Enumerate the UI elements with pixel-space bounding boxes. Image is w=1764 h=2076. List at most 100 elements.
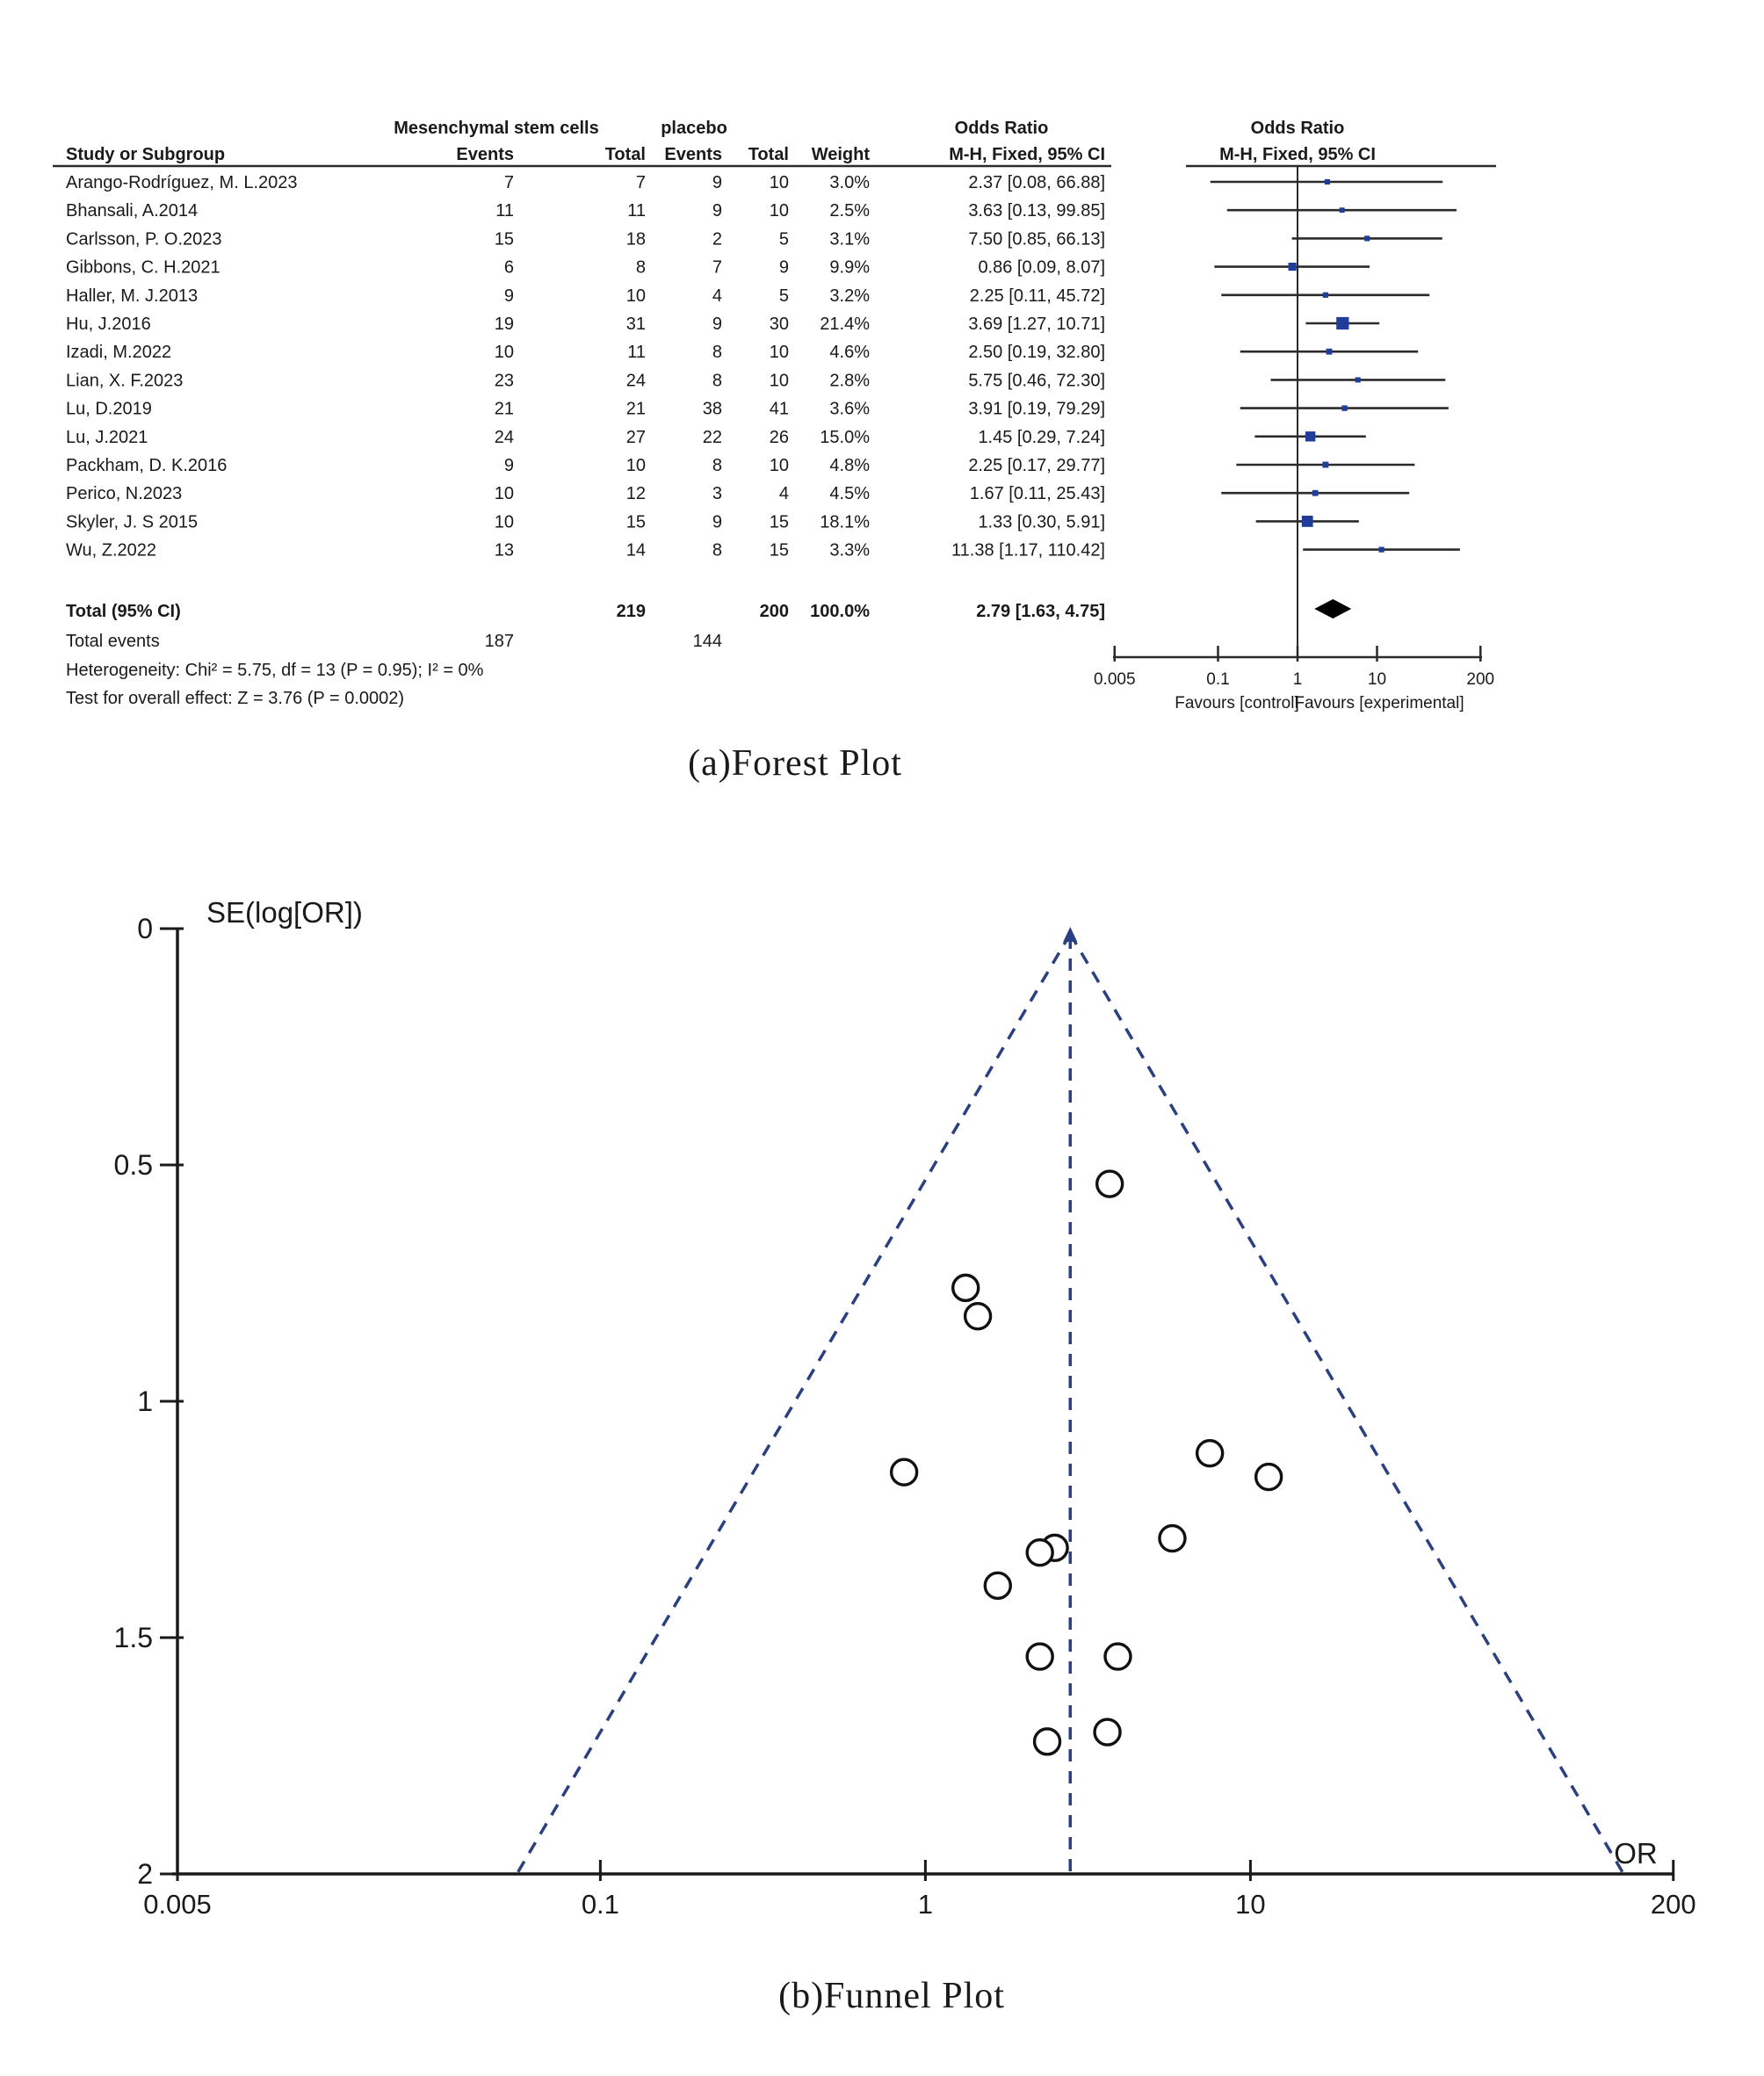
total-msc: 219	[617, 602, 646, 621]
study-total-placebo: 4	[779, 484, 789, 503]
effect-square	[1312, 489, 1319, 496]
study-events-msc: 23	[495, 371, 514, 390]
total-events-label: Total events	[66, 632, 160, 651]
funnel-point	[889, 1458, 919, 1486]
group2-header: placebo	[661, 119, 727, 138]
study-name: Hu, J.2016	[66, 315, 151, 334]
study-total-msc: 8	[636, 258, 646, 278]
effect-square	[1305, 431, 1316, 442]
funnel-point	[1195, 1438, 1225, 1468]
study-total-msc: 10	[626, 286, 646, 306]
study-events-placebo: 2	[712, 229, 722, 249]
effect-square	[1322, 292, 1328, 298]
study-total-placebo: 41	[770, 400, 789, 419]
funnel-x-tick-label: 0.005	[143, 1889, 212, 1920]
study-events-msc: 9	[504, 286, 514, 306]
study-total-msc: 12	[626, 484, 646, 503]
total2-column-header: Total	[748, 145, 789, 164]
study-or-ci: 0.86 [0.09, 8.07]	[978, 258, 1105, 278]
study-events-msc: 19	[495, 315, 514, 334]
or-ci-column-header: M-H, Fixed, 95% CI	[949, 145, 1105, 164]
study-events-msc: 21	[495, 400, 514, 419]
study-weight: 9.9%	[829, 258, 870, 278]
funnel-y-tick-label: 0.5	[114, 1149, 153, 1181]
study-weight: 3.2%	[829, 286, 870, 306]
study-or-ci: 5.75 [0.46, 72.30]	[968, 371, 1105, 390]
study-events-placebo: 8	[712, 456, 722, 475]
events1-column-header: Events	[456, 145, 514, 164]
study-total-placebo: 10	[770, 456, 789, 475]
forest-plot: Mesenchymal stem cells placebo Odds Ratio O…	[53, 119, 1496, 712]
funnel-point	[1025, 1642, 1054, 1671]
study-events-placebo: 7	[712, 258, 722, 278]
study-total-msc: 7	[636, 173, 646, 192]
study-events-msc: 6	[504, 258, 514, 278]
study-events-placebo: 8	[712, 371, 722, 390]
total-placebo: 200	[760, 602, 789, 621]
study-total-placebo: 10	[770, 201, 789, 221]
study-total-msc: 18	[626, 229, 646, 249]
study-weight: 4.8%	[829, 456, 870, 475]
effect-square	[1301, 516, 1313, 527]
study-weight: 4.5%	[829, 484, 870, 503]
study-total-placebo: 26	[770, 428, 789, 447]
funnel-y-tick-label: 1.5	[114, 1622, 153, 1653]
study-events-placebo: 9	[712, 512, 722, 532]
study-or-ci: 3.69 [1.27, 10.71]	[968, 315, 1105, 334]
funnel-plot-caption: (b)Funnel Plot	[778, 1976, 1005, 2016]
graph-subtitle: M-H, Fixed, 95% CI	[1219, 145, 1376, 164]
study-weight: 18.1%	[820, 512, 870, 532]
total-label: Total (95% CI)	[66, 602, 181, 621]
study-or-ci: 2.25 [0.11, 45.72]	[970, 286, 1105, 306]
funnel-x-tick-label: 0.1	[582, 1889, 619, 1920]
effect-square	[1324, 178, 1330, 185]
effect-square	[1288, 263, 1297, 271]
study-or-ci: 1.67 [0.11, 25.43]	[970, 484, 1105, 503]
funnel-point	[1025, 1537, 1054, 1567]
study-or-ci: 2.37 [0.08, 66.88]	[968, 173, 1105, 192]
funnel-x-tick-label: 10	[1235, 1889, 1265, 1920]
study-or-ci: 7.50 [0.85, 66.13]	[968, 229, 1105, 249]
study-total-msc: 31	[626, 315, 646, 334]
graph-title: Odds Ratio	[1251, 119, 1345, 138]
study-name: Lu, J.2021	[66, 428, 148, 447]
study-weight: 3.3%	[829, 541, 870, 561]
funnel-point	[1093, 1718, 1122, 1747]
effect-square	[1336, 316, 1349, 330]
study-weight: 2.8%	[829, 371, 870, 390]
funnel-right-bound	[1068, 933, 1625, 1875]
study-or-ci: 1.33 [0.30, 5.91]	[978, 512, 1105, 532]
study-name: Lu, D.2019	[66, 400, 152, 419]
study-total-msc: 10	[626, 456, 646, 475]
study-total-msc: 14	[626, 541, 646, 561]
study-events-placebo: 3	[712, 484, 722, 503]
study-or-ci: 3.63 [0.13, 99.85]	[968, 201, 1105, 221]
study-events-msc: 9	[504, 456, 514, 475]
funnel-point	[963, 1301, 993, 1331]
forest-axis-tick-label: 0.005	[1094, 670, 1136, 689]
funnel-point	[1032, 1727, 1062, 1756]
funnel-y-tick-label: 1	[137, 1385, 153, 1417]
study-or-ci: 2.25 [0.17, 29.77]	[968, 456, 1105, 475]
study-total-placebo: 15	[770, 512, 789, 532]
study-events-placebo: 9	[712, 173, 722, 192]
funnel-point	[951, 1273, 980, 1303]
study-name: Izadi, M.2022	[66, 343, 171, 362]
funnel-point	[1158, 1523, 1187, 1553]
funnel-point	[1254, 1462, 1283, 1492]
study-name: Lian, X. F.2023	[66, 371, 183, 390]
study-events-placebo: 9	[712, 201, 722, 221]
total-events-placebo: 144	[693, 632, 722, 651]
study-total-msc: 11	[627, 201, 646, 221]
study-total-placebo: 9	[779, 258, 789, 278]
funnel-x-tick-label: 200	[1651, 1889, 1696, 1920]
study-total-placebo: 10	[770, 371, 789, 390]
funnel-plot: 0 0.5 1 1.5 20.005 0.1 1 10 200 SE(log[OR]) OR	[114, 896, 1696, 1920]
funnel-point	[983, 1571, 1012, 1601]
funnel-point	[1095, 1169, 1124, 1198]
funnel-y-tick-label: 0	[137, 913, 153, 944]
study-name: Arango-Rodríguez, M. L.2023	[66, 173, 298, 192]
heterogeneity-text: Heterogeneity: Chi² = 5.75, df = 13 (P =…	[66, 661, 484, 680]
study-weight: 3.1%	[829, 229, 870, 249]
